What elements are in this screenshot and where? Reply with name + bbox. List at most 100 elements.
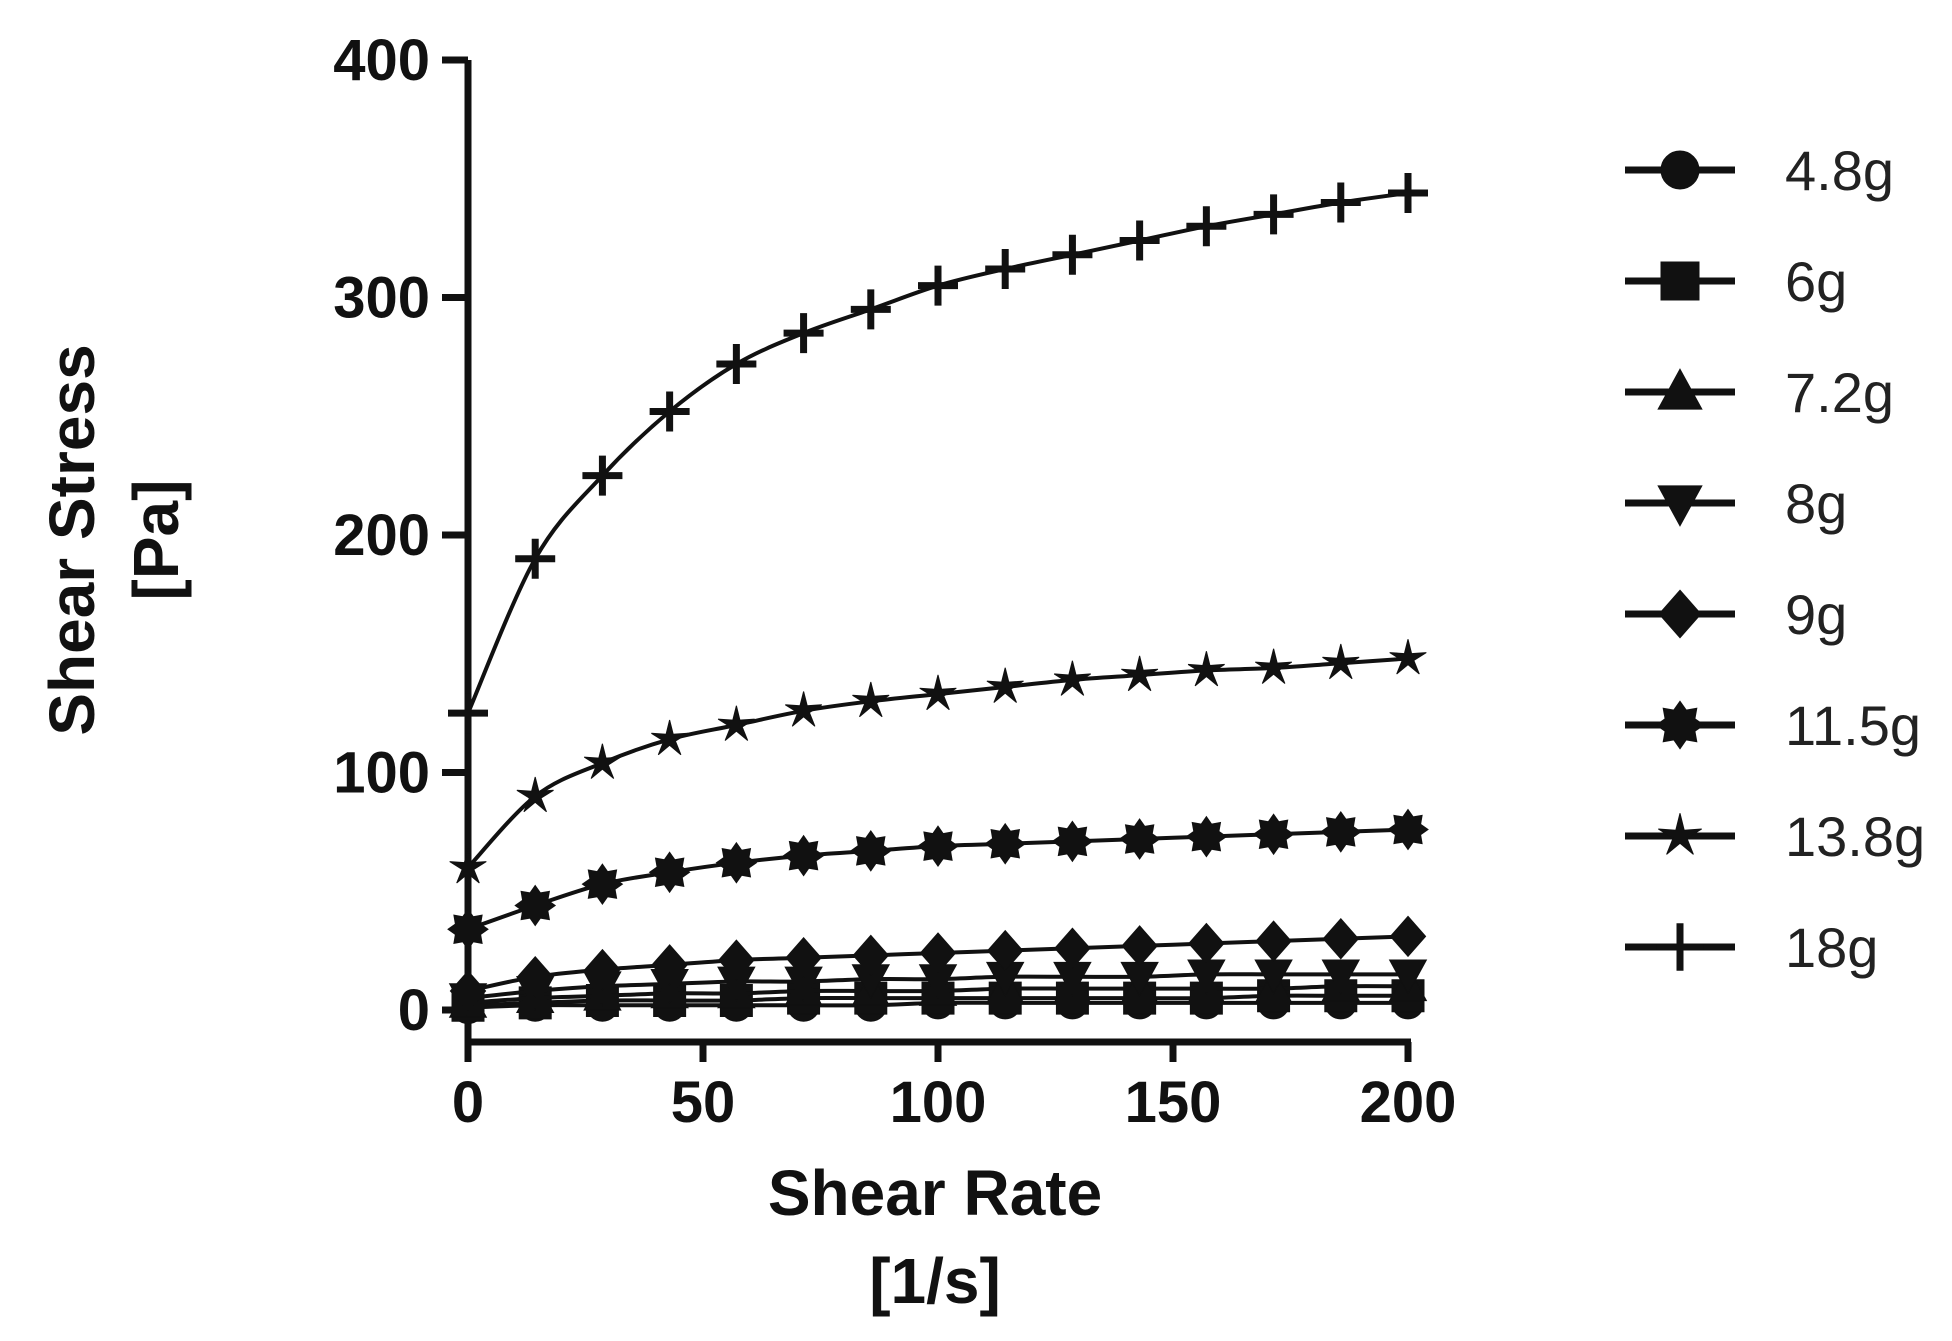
series-13-8g <box>449 639 1427 884</box>
point-18g-9 <box>1052 234 1093 275</box>
point-18g-12 <box>1253 194 1294 235</box>
point-11-5g-7 <box>917 825 959 867</box>
point-8g-14 <box>1388 959 1428 995</box>
axis-titles: Shear Rate [1/s] Shear Stress [Pa] <box>36 344 1102 1317</box>
x-tick-label-150: 150 <box>1125 1070 1222 1135</box>
point-18g-11 <box>1186 206 1227 247</box>
point-18g-10 <box>1119 220 1160 261</box>
point-9g-11 <box>1188 922 1225 965</box>
point-9g-14 <box>1389 915 1427 958</box>
point-13-8g-12 <box>1255 648 1293 684</box>
x-tick-label-100: 100 <box>890 1070 987 1135</box>
point-13-8g-5 <box>785 691 823 727</box>
legend-item-8g: 8g <box>1625 472 1847 535</box>
point-13-8g-3 <box>651 719 689 756</box>
point-13-8g-0 <box>449 848 487 884</box>
point-9g-6 <box>852 934 890 977</box>
point-11-5g-4 <box>715 841 758 884</box>
legend-item-4-8g: 4.8g <box>1625 139 1894 202</box>
point-9g-2 <box>584 948 621 991</box>
point-18g-14 <box>1388 173 1428 213</box>
legend-item-6g: 6g <box>1625 250 1847 313</box>
x-ticks: 0 50 100 150 200 <box>452 1042 1457 1135</box>
legend-marker-6g <box>1660 261 1700 301</box>
point-9g-9 <box>1054 927 1091 970</box>
legend-marker-8g <box>1657 485 1703 527</box>
x-axis-title-line-2: [1/s] <box>869 1245 1001 1317</box>
point-13-8g-9 <box>1053 660 1091 696</box>
point-11-5g-14 <box>1387 808 1429 851</box>
y-ticks: 0 100 200 300 400 <box>333 28 468 1043</box>
y-tick-label-0: 0 <box>398 978 430 1043</box>
legend-marker-7-2g <box>1657 368 1703 410</box>
x-tick-label-0: 0 <box>452 1070 484 1135</box>
point-9g-0 <box>449 970 487 1012</box>
point-18g-4 <box>716 344 757 384</box>
legend-label-18g: 18g <box>1785 916 1878 979</box>
y-tick-label-400: 400 <box>333 28 430 93</box>
point-13-8g-1 <box>516 776 554 813</box>
point-11-5g-5 <box>782 834 825 877</box>
axes: 0 100 200 300 400 0 50 100 150 200 <box>333 28 1456 1135</box>
point-8g-13 <box>1321 959 1361 995</box>
point-11-5g-12 <box>1252 813 1295 856</box>
point-11-5g-2 <box>581 863 624 905</box>
point-13-8g-8 <box>986 667 1024 703</box>
point-18g-13 <box>1320 182 1361 223</box>
point-13-8g-2 <box>583 743 621 779</box>
series-18g <box>448 173 1428 734</box>
legend-label-4-8g: 4.8g <box>1785 139 1894 202</box>
legend-label-11-5g: 11.5g <box>1785 694 1921 757</box>
legend-label-8g: 8g <box>1785 472 1847 535</box>
point-9g-13 <box>1322 917 1360 960</box>
legend-item-18g: 18g <box>1625 916 1878 979</box>
point-18g-2 <box>582 455 623 496</box>
point-13-8g-7 <box>919 674 957 711</box>
point-11-5g-8 <box>984 822 1027 865</box>
series-11-5g <box>447 808 1429 951</box>
point-18g-8 <box>985 249 1026 289</box>
point-13-8g-10 <box>1121 655 1159 692</box>
plot-series <box>447 173 1429 1025</box>
y-tick-label-200: 200 <box>333 503 430 568</box>
x-tick-label-50: 50 <box>671 1070 736 1135</box>
point-18g-0 <box>448 693 488 734</box>
legend: 4.8g 6g 7.2g 8g 9g 11.5g 13.8g 18g <box>1625 139 1925 979</box>
point-11-5g-13 <box>1319 811 1362 853</box>
point-11-5g-3 <box>648 851 691 894</box>
series-9g <box>449 915 1427 1012</box>
y-axis-title: Shear Stress [Pa] <box>36 344 192 735</box>
point-9g-5 <box>785 936 822 979</box>
point-9g-12 <box>1255 920 1292 962</box>
point-18g-7 <box>918 265 958 306</box>
legend-item-11-5g: 11.5g <box>1625 694 1921 757</box>
legend-label-6g: 6g <box>1785 250 1847 313</box>
point-18g-1 <box>515 538 556 579</box>
point-13-8g-13 <box>1322 643 1360 680</box>
point-9g-1 <box>516 955 554 998</box>
legend-marker-18g <box>1656 923 1704 971</box>
point-11-5g-1 <box>514 884 557 927</box>
x-tick-label-200: 200 <box>1360 1070 1457 1135</box>
y-tick-label-300: 300 <box>333 266 430 331</box>
legend-item-9g: 9g <box>1625 583 1847 646</box>
point-18g-5 <box>783 313 824 354</box>
point-9g-3 <box>651 944 688 986</box>
legend-label-9g: 9g <box>1785 583 1847 646</box>
point-18g-6 <box>850 289 891 330</box>
point-9g-7 <box>919 932 957 974</box>
point-13-8g-4 <box>717 705 755 741</box>
legend-marker-11-5g <box>1655 700 1705 750</box>
legend-marker-9g <box>1658 589 1702 639</box>
legend-marker-4-8g <box>1660 150 1700 190</box>
legend-marker-13-8g <box>1658 813 1702 855</box>
point-11-5g-11 <box>1185 815 1228 858</box>
point-13-8g-11 <box>1187 651 1225 687</box>
y-axis-title-line-2: [Pa] <box>120 480 192 601</box>
point-13-8g-14 <box>1389 639 1427 675</box>
point-9g-8 <box>986 929 1024 972</box>
legend-item-13-8g: 13.8g <box>1625 805 1925 868</box>
y-tick-label-100: 100 <box>333 741 430 806</box>
legend-label-7-2g: 7.2g <box>1785 361 1894 424</box>
